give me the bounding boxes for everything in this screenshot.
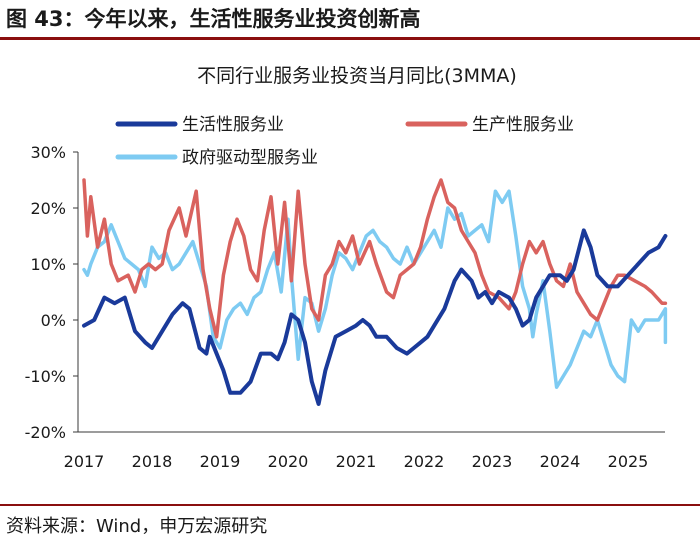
x-tick-label: 2024 — [540, 452, 581, 471]
figure-header: 图 43：今年以来，生活性服务业投资创新高 — [0, 0, 700, 40]
chart-title: 不同行业服务业投资当月同比(3MMA) — [197, 65, 517, 87]
x-tick-label: 2019 — [200, 452, 241, 471]
legend-label-3: 政府驱动型服务业 — [182, 148, 318, 168]
legend-label-1: 生活性服务业 — [182, 115, 284, 135]
x-tick-label: 2023 — [472, 452, 513, 471]
y-tick-label: 20% — [30, 199, 66, 218]
series-group — [82, 178, 668, 406]
y-tick-label: -20% — [25, 423, 66, 442]
series-line-1 — [82, 228, 668, 406]
y-tick-label: 10% — [30, 255, 66, 274]
footer-rule — [0, 504, 700, 506]
x-tick-label: 2020 — [268, 452, 309, 471]
x-tick-label: 2025 — [608, 452, 649, 471]
legend: 生活性服务业 生产性服务业 政府驱动型服务业 — [115, 115, 574, 168]
y-axis: 30% 20% 10% 0% -10% -20% — [25, 143, 79, 442]
x-tick-label: 2021 — [336, 452, 377, 471]
x-tick-label: 2017 — [64, 452, 105, 471]
x-tick-label: 2018 — [132, 452, 173, 471]
source-note: 资料来源：Wind，申万宏源研究 — [6, 516, 268, 537]
y-tick-label: 30% — [30, 143, 66, 162]
line-chart: 不同行业服务业投资当月同比(3MMA) 生活性服务业 生产性服务业 政府驱动型服… — [25, 65, 668, 471]
x-tick-label: 2022 — [404, 452, 445, 471]
header-rule — [0, 37, 700, 40]
x-axis: 2017 2018 2019 2020 2021 2022 2023 2024 2025 — [64, 431, 665, 471]
series-line-3 — [82, 189, 668, 389]
figure-title: 图 43：今年以来，生活性服务业投资创新高 — [6, 7, 421, 31]
y-tick-label: -10% — [25, 367, 66, 386]
y-tick-label: 0% — [41, 311, 66, 330]
legend-label-2: 生产性服务业 — [472, 115, 574, 135]
